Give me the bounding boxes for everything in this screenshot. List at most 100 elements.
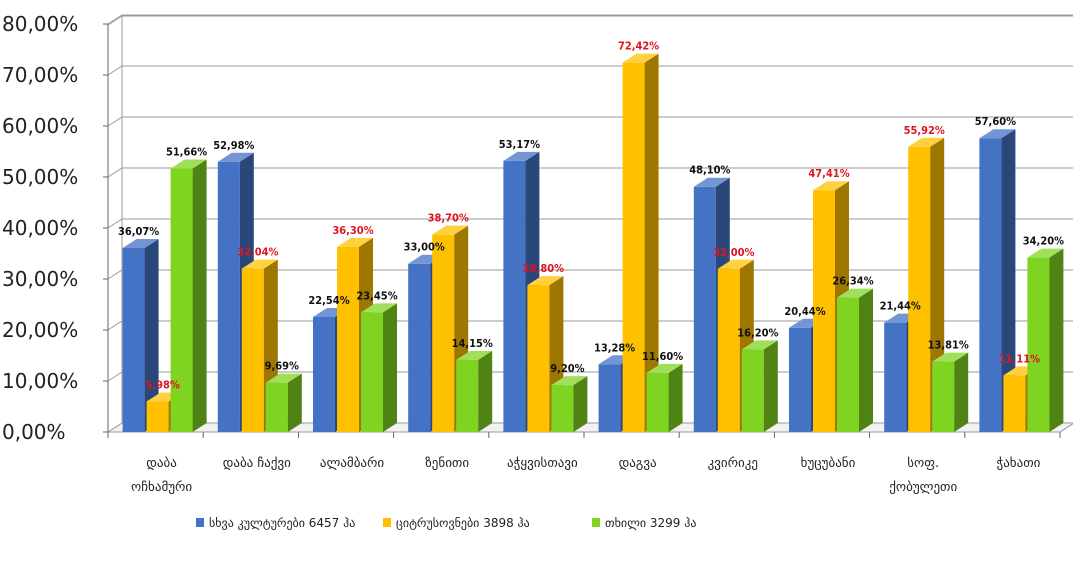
bar — [361, 303, 397, 432]
data-label: 36,07% — [118, 225, 159, 238]
data-label: 26,34% — [832, 275, 873, 288]
bar-top — [1027, 248, 1064, 258]
data-label: 48,10% — [689, 164, 730, 177]
bar-top — [979, 129, 1016, 139]
bar — [837, 288, 873, 432]
legend-swatch — [196, 518, 204, 527]
bar-side — [383, 303, 397, 432]
data-label: 53,17% — [499, 138, 540, 151]
gridline — [107, 65, 1073, 76]
data-label: 47,41% — [808, 167, 849, 180]
bar — [265, 373, 302, 432]
data-label: 11,11% — [999, 352, 1040, 365]
bar — [122, 239, 159, 432]
bar-front — [598, 364, 621, 432]
bar — [622, 53, 659, 433]
x-tick-label: ოჩხამური — [131, 480, 192, 495]
bar-front — [693, 186, 716, 432]
bar — [932, 352, 969, 432]
bar-front — [122, 248, 145, 432]
bar-side — [192, 159, 207, 432]
bar-front — [551, 385, 574, 432]
bar-side — [954, 352, 969, 432]
data-label: 14,15% — [452, 337, 493, 350]
bar-front — [503, 160, 526, 432]
bar-front — [979, 138, 1002, 433]
bar-front — [527, 285, 550, 432]
bar-top — [813, 181, 849, 191]
x-tick-label: ხუცუბანი — [801, 456, 856, 471]
gridline — [107, 218, 1073, 229]
bar-front — [837, 297, 859, 432]
data-label: 57,60% — [975, 115, 1016, 128]
gridline — [107, 269, 1073, 280]
bar-top — [241, 259, 278, 269]
data-label: 28,80% — [523, 262, 564, 275]
bar-front — [1003, 375, 1026, 432]
data-label: 9,20% — [550, 362, 584, 375]
data-label: 22,54% — [308, 294, 349, 307]
gridline — [107, 167, 1073, 178]
bar-side — [859, 288, 873, 432]
bar-top — [432, 225, 469, 235]
bar-top — [717, 259, 754, 269]
bar-top — [527, 276, 564, 286]
bar-side — [763, 340, 778, 432]
data-labels: 36,07% 5,98% 51,66% 52,98% 32,04% 9,69% 22,54%… — [118, 40, 1064, 392]
x-tick-label: დაბა — [146, 456, 177, 471]
bar — [646, 363, 683, 432]
bar-front — [908, 146, 931, 433]
bar-top — [646, 363, 683, 373]
data-label: 13,81% — [928, 339, 969, 352]
bar — [741, 340, 778, 432]
x-tick-label: აჭყვისთავი — [507, 456, 578, 471]
bar-side — [644, 53, 659, 433]
x-tick-label: დაბა ჩაქვი — [223, 456, 291, 471]
bar — [456, 350, 493, 432]
y-tick-label: 0,00% — [2, 420, 66, 444]
bar-front — [408, 263, 431, 432]
bar-top — [456, 350, 493, 360]
x-tick-label: ჭახათი — [996, 456, 1040, 471]
bar-front — [432, 234, 455, 432]
data-label: 52,98% — [213, 139, 254, 152]
bar-front — [717, 268, 740, 432]
y-tick-label: 30,00% — [2, 267, 78, 291]
bar-front — [646, 372, 669, 432]
x-tick-label: სოფ. — [907, 456, 939, 471]
legend-label: თხილი 3299 ჰა — [605, 516, 696, 530]
data-label: 20,44% — [784, 305, 825, 318]
bar-top — [908, 137, 945, 147]
y-tick-label: 50,00% — [2, 165, 78, 189]
data-label: 13,28% — [594, 341, 635, 354]
bar-top — [693, 177, 730, 187]
bar-side — [144, 239, 159, 432]
x-tick-label: ალამბარი — [320, 456, 385, 471]
legend-label: ციტრუსოვნები 3898 ჰა — [396, 516, 530, 530]
legend-swatch — [592, 518, 600, 527]
x-axis: დაბა ოჩხამური დაბა ჩაქვი ალამბარი ზენითი აჭყვ… — [107, 432, 1061, 495]
bar-front — [789, 327, 811, 432]
bar-side — [1001, 129, 1016, 433]
data-label: 33,00% — [404, 241, 445, 254]
data-label: 21,44% — [880, 300, 921, 313]
data-label: 55,92% — [904, 124, 945, 137]
legend-label: სხვა კულტურები 6457 ჰა — [209, 516, 355, 530]
gridline — [107, 116, 1073, 127]
data-label: 5,98% — [145, 379, 179, 392]
data-label: 38,70% — [428, 212, 469, 225]
bar — [551, 376, 588, 432]
bar-front — [241, 268, 264, 432]
bars — [122, 53, 1064, 433]
bar-top — [217, 152, 254, 162]
bar-front — [884, 322, 907, 432]
bar-top — [337, 237, 373, 247]
bar-front — [361, 312, 383, 432]
bar-front — [813, 190, 835, 432]
y-tick-label: 40,00% — [2, 216, 78, 240]
bar-top — [932, 352, 969, 362]
bar-side — [287, 373, 302, 432]
bar-side — [668, 363, 683, 432]
bar-front — [1027, 257, 1050, 432]
x-tick-label: დაგვა — [619, 456, 657, 471]
